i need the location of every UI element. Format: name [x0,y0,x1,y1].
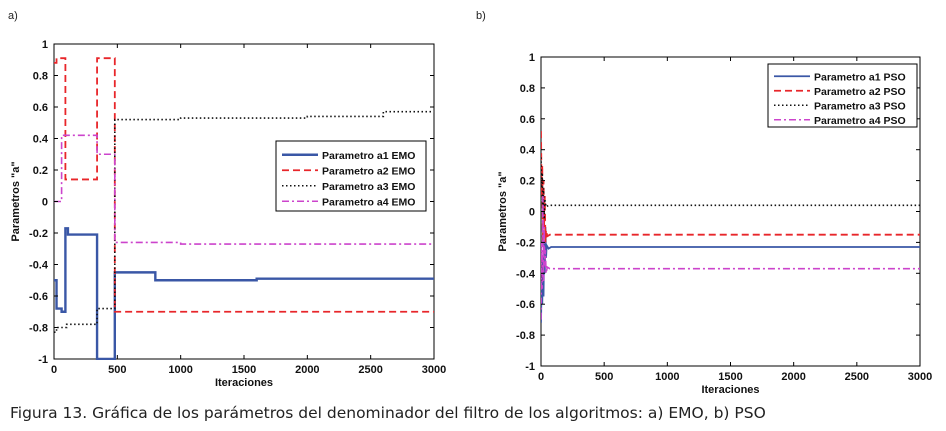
y-tick-label: 0.2 [520,176,535,188]
legend-label: Parametro a4 PSO [814,115,906,127]
y-tick-label: -0.8 [516,330,535,342]
y-tick-label: -0.6 [516,299,535,311]
y-tick-label: 0.4 [520,145,536,157]
legend-label: Parametro a2 EMO [322,165,415,177]
x-tick-label: 3000 [422,364,446,376]
y-tick-label: -0.6 [29,291,48,303]
y-tick-label: 1 [42,39,48,51]
legend-label: Parametro a2 PSO [814,86,906,98]
panel-a: a) 0 500 1000 1500 2000 2500 3000 -1 -0.8 -0.6 -0.4… [8,10,446,389]
legend-label: Parametro a3 PSO [814,100,906,112]
panel-label: b) [476,10,486,22]
x-axis-label: Iteraciones [215,377,273,389]
legend-label: Parametro a4 EMO [322,196,415,208]
series-line-parametro-a3-pso [541,157,920,220]
y-tick-label: -0.8 [29,323,48,335]
legend: Parametro a1 PSO Parametro a2 PSO Parametr… [767,63,918,128]
legend-box [275,140,427,212]
x-tick-label: 2500 [358,364,382,376]
y-tick-label: 0.4 [33,134,49,146]
y-tick-label: -0.2 [516,237,535,249]
x-tick-label: 2000 [781,371,805,383]
y-axis-label: Parametros "a" [497,171,509,251]
y-tick-label: -0.2 [29,228,48,240]
series-line-parametro-a1-emo [54,227,434,360]
x-tick-label: 2000 [295,364,319,376]
series-line-parametro-a4-emo [54,134,434,245]
y-tick-label: 0.6 [520,114,535,126]
y-tick-label: 0 [529,207,535,219]
legend: Parametro a1 EMO Parametro a2 EMO Parametr… [275,140,427,212]
legend-label: Parametro a3 EMO [322,181,415,193]
x-tick-label: 1500 [232,364,256,376]
x-tick-label: 1500 [718,371,742,383]
y-tick-label: -0.4 [516,268,536,280]
x-tick-label: 500 [595,371,613,383]
legend-label: Parametro a1 PSO [814,71,906,83]
series-line-parametro-a3-emo [54,110,434,334]
y-tick-label: 1 [529,52,535,64]
y-tick-label: 0.6 [33,102,48,114]
x-tick-label: 0 [538,371,544,383]
y-tick-label: 0 [42,197,48,209]
series-line-parametro-a4-pso [541,196,920,320]
figure-caption: Figura 13. Gráfica de los parámetros del… [10,404,766,422]
x-axis-label: Iteraciones [701,384,759,396]
y-tick-label: -0.4 [29,260,49,272]
y-tick-label: 0.8 [33,71,48,83]
y-tick-label: -1 [525,361,535,373]
legend-box [767,63,918,128]
y-tick-label: -1 [38,354,48,366]
x-tick-label: 500 [108,364,126,376]
y-axis-label: Parametros "a" [10,161,22,241]
y-tick-label: 0.2 [33,165,48,177]
panel-b: b) 0 500 1000 1500 2000 2500 3000 -1 -0.8 -0.6 -0.4… [476,10,932,396]
panel-label: a) [8,10,18,22]
x-tick-label: 1000 [655,371,679,383]
x-tick-label: 1000 [168,364,192,376]
y-tick-label: 0.8 [520,83,535,95]
x-tick-label: 3000 [908,371,932,383]
x-tick-label: 2500 [845,371,869,383]
x-tick-label: 0 [51,364,57,376]
legend-label: Parametro a1 EMO [322,150,415,162]
